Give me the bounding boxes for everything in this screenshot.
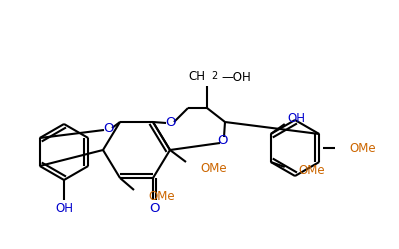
Text: O: O — [217, 133, 227, 146]
Text: OMe: OMe — [148, 189, 175, 202]
Text: OMe: OMe — [349, 141, 375, 154]
Text: 2: 2 — [211, 71, 217, 81]
Text: OH: OH — [288, 112, 306, 124]
Text: O: O — [150, 201, 160, 214]
Text: —OH: —OH — [221, 70, 251, 83]
Text: OH: OH — [55, 201, 73, 214]
Text: OMe: OMe — [299, 164, 325, 177]
Text: O: O — [103, 122, 113, 134]
Text: CH: CH — [188, 69, 205, 82]
Text: OMe: OMe — [200, 162, 227, 175]
Text: O: O — [165, 116, 175, 128]
